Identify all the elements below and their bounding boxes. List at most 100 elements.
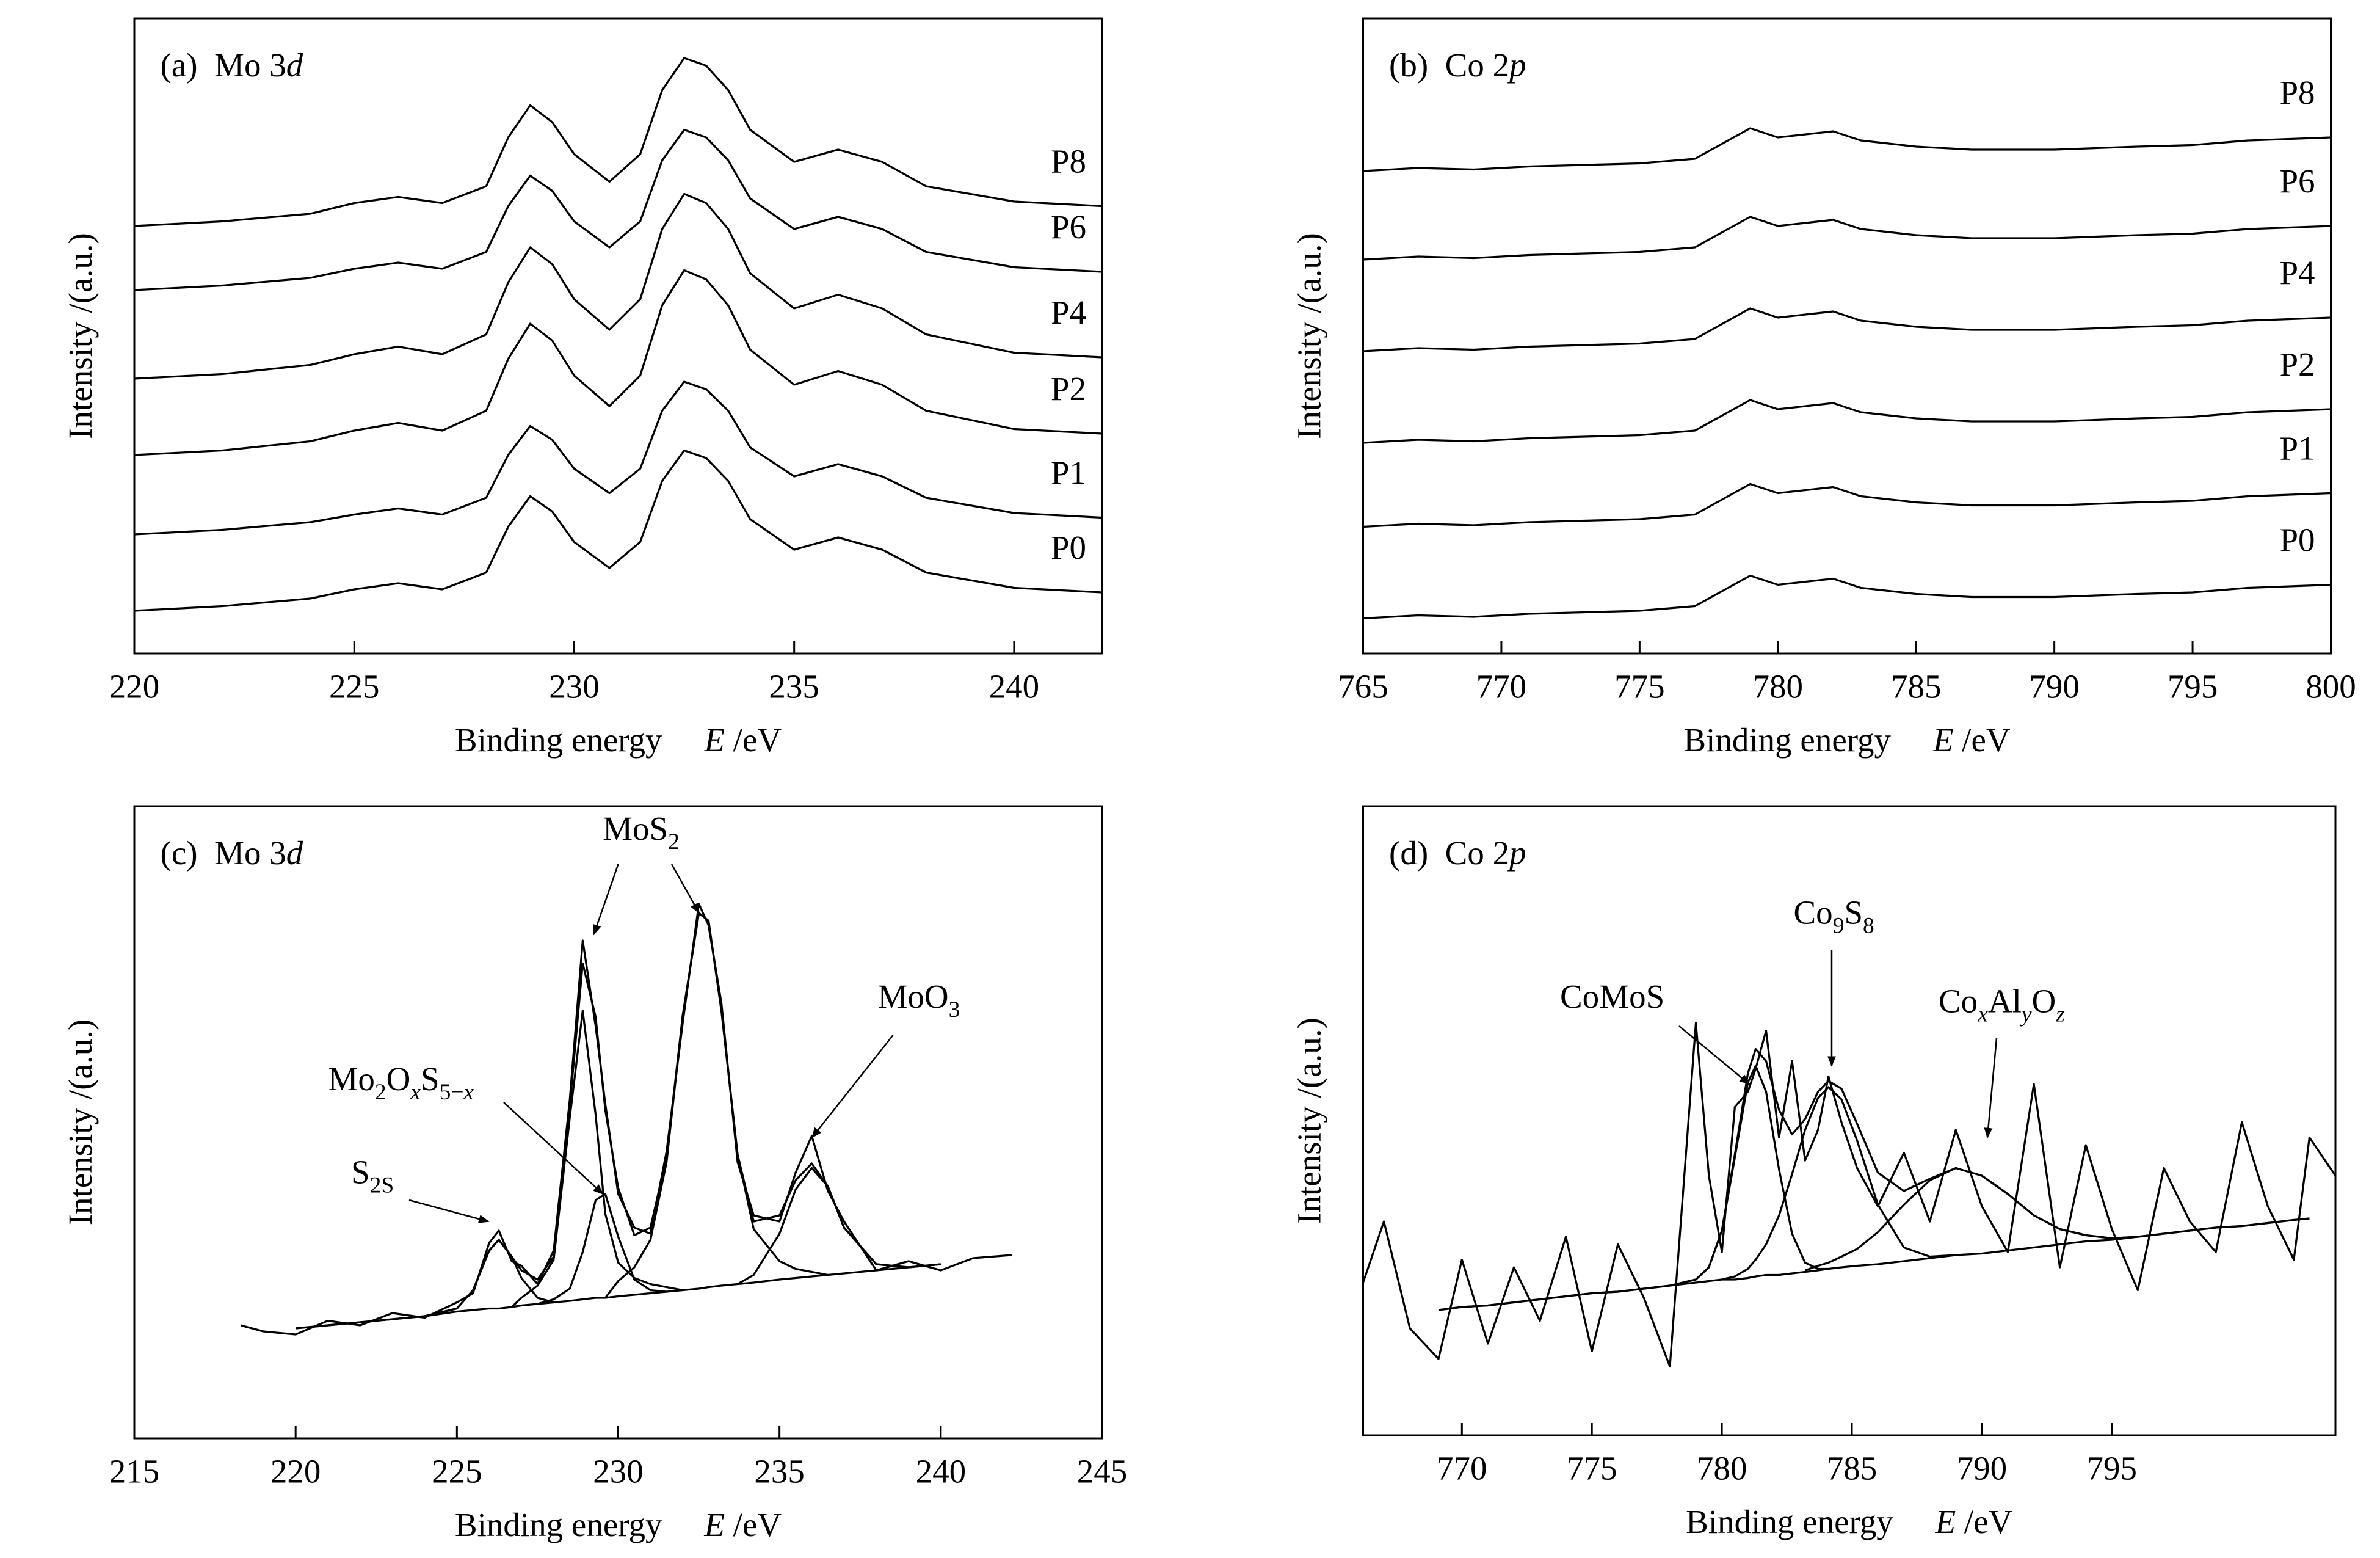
x-tick-label: 220 [109, 668, 159, 705]
text-part: (d) Co 2 [1389, 834, 1509, 872]
panel-title: (c) Mo 3d [161, 834, 303, 872]
series-label: P1 [2279, 429, 2315, 467]
spectrum-line [1721, 1086, 1956, 1281]
annotation: CoMoS [1560, 978, 1664, 1015]
x-tick-label: 240 [916, 1453, 967, 1490]
text-part: z [2055, 1002, 2065, 1027]
x-axis-label: Binding energy E /eV [1686, 1503, 2012, 1540]
x-axis-label: Binding energy E /eV [455, 1506, 782, 1543]
plot-frame [1362, 17, 2332, 655]
x-tick-label: 775 [1614, 668, 1665, 705]
x-tick-label: 795 [2087, 1450, 2138, 1487]
series-label: P6 [2279, 162, 2315, 200]
spectrum-line [134, 449, 1103, 612]
text-part: x [1977, 1002, 1988, 1027]
annotation: S2S [351, 1154, 394, 1198]
panel-title: (a) Mo 3d [161, 46, 303, 84]
x-axis-label: Binding energy E /eV [455, 721, 782, 759]
x-tick-label: 780 [1697, 1450, 1747, 1487]
x-tick-label: 785 [1891, 668, 1942, 705]
text-part: 2 [375, 1080, 386, 1105]
x-tick-label: 225 [432, 1453, 482, 1490]
annotation-arrow [811, 1035, 894, 1138]
annotation-arrow [1984, 1038, 1998, 1139]
text-part: E [1935, 1503, 1956, 1540]
annotation-arrow [408, 1199, 490, 1223]
series-label: P0 [2279, 521, 2315, 558]
series-label: P6 [1051, 208, 1086, 246]
text-part: 8 [1863, 914, 1874, 939]
spectrum-line [1804, 1167, 2138, 1272]
annotation-arrow [1678, 1025, 1751, 1085]
text-part: 5− [440, 1080, 464, 1105]
spectrum-line [1363, 482, 2331, 528]
annotation: CoxAlyOz [1939, 983, 2065, 1027]
x-axis-label: Binding energy E /eV [1683, 721, 2010, 759]
series-label: P0 [1051, 529, 1086, 566]
spectrum-line [296, 1263, 941, 1330]
x-tick-label: 800 [2306, 668, 2356, 705]
text-part: Co [1794, 894, 1833, 931]
spectrum-line [134, 192, 1103, 380]
text-part: (b) Co 2 [1389, 46, 1509, 84]
spectrum-line [134, 380, 1103, 536]
text-part: Binding energy [455, 721, 704, 759]
text-part: (a) Mo 3 [161, 46, 286, 84]
spectrum-line [1362, 1022, 2337, 1368]
text-part: S [1844, 894, 1863, 931]
text-part: 2 [668, 829, 680, 854]
x-tick-label: 235 [769, 668, 819, 705]
annotation: MoO3 [878, 978, 960, 1022]
text-part: x [410, 1080, 421, 1105]
annotation: MoS2 [603, 810, 680, 854]
x-tick-label: 235 [754, 1453, 804, 1490]
x-tick-label: 230 [549, 668, 600, 705]
text-part: 9 [1833, 914, 1845, 939]
text-part: p [1507, 46, 1526, 84]
x-tick-label: 790 [1957, 1450, 2008, 1487]
x-tick-label: 215 [109, 1453, 159, 1490]
spectrum-line [1363, 127, 2331, 172]
text-part: /eV [1956, 1503, 2012, 1540]
x-tick-label: 770 [1476, 668, 1527, 705]
x-tick-label: 790 [2029, 668, 2080, 705]
x-tick-label: 230 [593, 1453, 644, 1490]
spectrum-line [424, 1239, 554, 1317]
spectrum-line [296, 912, 941, 1330]
text-part: Binding energy [455, 1506, 704, 1543]
series-label: P1 [1051, 454, 1086, 491]
text-part: MoS [603, 810, 668, 847]
series-label: P2 [1051, 370, 1086, 407]
series-label: P2 [2279, 346, 2315, 383]
text-part: CoMoS [1560, 978, 1664, 1015]
y-axis-label: Intensity /(a.u.) [62, 233, 99, 439]
annotation-arrow [670, 864, 700, 914]
x-tick-label: 785 [1827, 1450, 1878, 1487]
spectrum-line [1438, 1047, 2310, 1311]
text-part: Binding energy [1683, 721, 1932, 759]
text-part: E [703, 721, 725, 759]
spectrum-line [134, 269, 1103, 456]
text-part: MoO [878, 978, 949, 1015]
spectrum-line [604, 912, 829, 1298]
annotation-arrow [503, 1102, 604, 1195]
series-label: P4 [1051, 294, 1086, 331]
spectrum-line [737, 1167, 909, 1285]
text-part: O [2032, 983, 2056, 1020]
spectrum-line [1363, 399, 2331, 444]
text-part: p [1507, 834, 1526, 872]
panel-title: (d) Co 2p [1389, 834, 1526, 872]
text-part: Co [1939, 983, 1978, 1020]
spectrum-line [1438, 1217, 2310, 1311]
x-tick-label: 240 [989, 668, 1040, 705]
series-label: P4 [2279, 254, 2315, 291]
annotation: Mo2OxS5−x [328, 1060, 474, 1105]
spectrum-line [1363, 574, 2331, 620]
text-part: (c) Mo 3 [161, 834, 286, 872]
x-tick-label: 780 [1753, 668, 1804, 705]
spectrum-line [537, 1193, 667, 1305]
text-part: E [703, 1506, 725, 1543]
x-tick-label: 765 [1338, 668, 1388, 705]
